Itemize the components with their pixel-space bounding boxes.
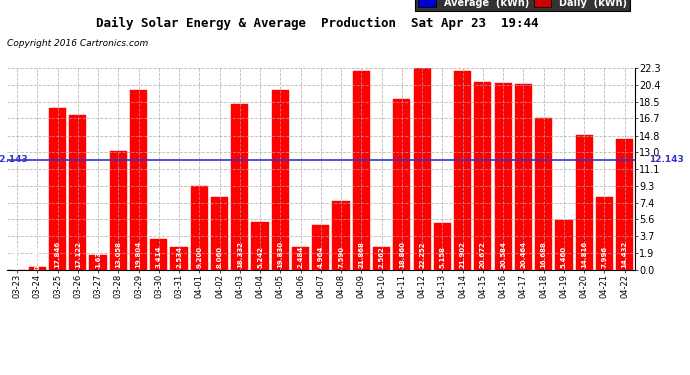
Bar xyxy=(333,201,350,270)
Bar xyxy=(251,222,268,270)
Text: 20.672: 20.672 xyxy=(480,242,486,268)
Bar xyxy=(616,139,633,270)
Bar xyxy=(353,71,370,270)
Bar xyxy=(292,248,309,270)
Text: 0.000: 0.000 xyxy=(14,247,20,270)
Bar xyxy=(515,84,532,270)
Text: 17.122: 17.122 xyxy=(75,241,81,268)
Text: 9.200: 9.200 xyxy=(197,246,202,268)
Bar xyxy=(272,90,289,270)
Bar xyxy=(110,152,127,270)
Bar xyxy=(495,83,512,270)
Legend: Average  (kWh), Daily  (kWh): Average (kWh), Daily (kWh) xyxy=(415,0,630,11)
Text: 22.252: 22.252 xyxy=(419,242,425,268)
Text: 7.590: 7.590 xyxy=(338,246,344,268)
Bar xyxy=(474,82,491,270)
Text: Copyright 2016 Cartronics.com: Copyright 2016 Cartronics.com xyxy=(7,39,148,48)
Text: 5.242: 5.242 xyxy=(257,246,263,268)
Bar xyxy=(313,225,329,270)
Text: 5.158: 5.158 xyxy=(440,246,445,268)
Bar xyxy=(535,118,552,270)
Bar xyxy=(150,239,168,270)
Text: 18.860: 18.860 xyxy=(399,241,405,268)
Text: 2.484: 2.484 xyxy=(297,246,304,268)
Text: 4.964: 4.964 xyxy=(318,246,324,268)
Text: 17.846: 17.846 xyxy=(55,241,61,268)
Bar xyxy=(170,247,188,270)
Bar xyxy=(434,223,451,270)
Text: 8.060: 8.060 xyxy=(217,246,223,268)
Bar xyxy=(393,99,411,270)
Text: 12.143: 12.143 xyxy=(649,155,684,164)
Text: 20.584: 20.584 xyxy=(500,241,506,268)
Bar xyxy=(90,255,107,270)
Bar xyxy=(29,267,46,270)
Bar xyxy=(413,68,431,270)
Text: 5.460: 5.460 xyxy=(561,246,567,268)
Text: 12.143: 12.143 xyxy=(0,155,28,164)
Bar xyxy=(69,114,86,270)
Text: 21.868: 21.868 xyxy=(358,241,364,268)
Text: 16.688: 16.688 xyxy=(541,241,546,268)
Text: 0.328: 0.328 xyxy=(34,248,40,270)
Text: 2.534: 2.534 xyxy=(176,246,182,268)
Text: 2.562: 2.562 xyxy=(379,246,384,268)
Text: 19.804: 19.804 xyxy=(135,241,141,268)
Bar xyxy=(211,197,228,270)
Bar xyxy=(595,197,613,270)
Bar xyxy=(575,135,593,270)
Bar xyxy=(373,247,391,270)
Text: 14.816: 14.816 xyxy=(581,241,587,268)
Bar xyxy=(190,186,208,270)
Bar xyxy=(49,108,66,270)
Bar xyxy=(555,220,573,270)
Text: 13.058: 13.058 xyxy=(115,241,121,268)
Bar xyxy=(231,104,248,270)
Text: Daily Solar Energy & Average  Production  Sat Apr 23  19:44: Daily Solar Energy & Average Production … xyxy=(96,17,539,30)
Bar xyxy=(130,90,147,270)
Bar xyxy=(454,71,471,270)
Text: 1.638: 1.638 xyxy=(95,246,101,268)
Text: 14.432: 14.432 xyxy=(622,241,628,268)
Text: 19.830: 19.830 xyxy=(277,241,284,268)
Text: 20.464: 20.464 xyxy=(520,241,526,268)
Text: 3.414: 3.414 xyxy=(156,246,162,268)
Text: 21.902: 21.902 xyxy=(460,241,466,268)
Text: 18.332: 18.332 xyxy=(237,241,243,268)
Text: 7.996: 7.996 xyxy=(602,246,607,268)
